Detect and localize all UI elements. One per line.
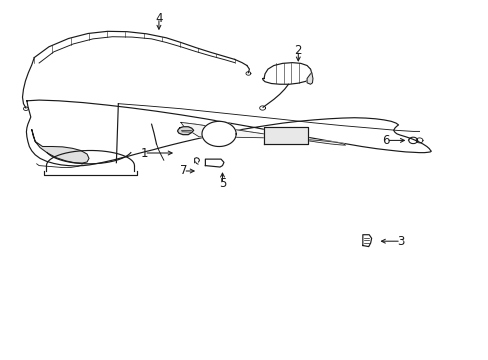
Text: 4: 4: [155, 12, 163, 24]
Text: 5: 5: [218, 177, 226, 190]
Polygon shape: [32, 130, 89, 163]
Text: 1: 1: [140, 147, 148, 159]
Polygon shape: [362, 235, 371, 247]
Text: 7: 7: [179, 165, 187, 177]
Text: 3: 3: [396, 235, 404, 248]
Polygon shape: [202, 121, 236, 147]
Polygon shape: [306, 69, 312, 84]
Polygon shape: [177, 127, 193, 135]
Text: 2: 2: [294, 44, 302, 57]
Polygon shape: [181, 122, 345, 145]
Polygon shape: [262, 63, 311, 84]
Polygon shape: [264, 127, 307, 144]
Polygon shape: [26, 100, 430, 166]
Polygon shape: [205, 159, 224, 167]
Text: 6: 6: [382, 134, 389, 147]
